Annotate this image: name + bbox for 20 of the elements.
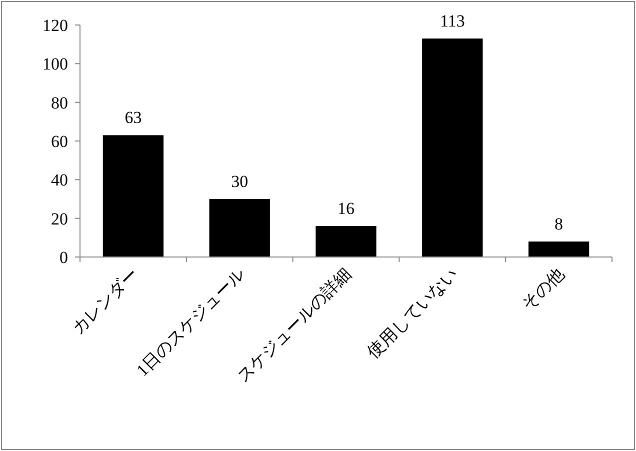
y-tick-label: 20 xyxy=(51,209,68,228)
bar xyxy=(422,38,483,257)
bar xyxy=(316,226,376,257)
y-tick-label: 80 xyxy=(51,93,68,112)
y-tick-label: 100 xyxy=(42,54,68,74)
data-label: 30 xyxy=(231,172,248,191)
y-tick-label: 120 xyxy=(42,16,68,35)
data-label: 113 xyxy=(440,12,465,31)
data-label: 63 xyxy=(124,108,142,128)
y-tick-label: 60 xyxy=(51,132,68,151)
data-label: 8 xyxy=(554,214,564,234)
bar xyxy=(209,199,270,257)
data-label: 16 xyxy=(338,199,354,218)
x-tick-label: その他 xyxy=(518,264,568,314)
y-tick-label: 0 xyxy=(60,248,68,267)
y-tick-label: 40 xyxy=(51,170,68,190)
bar xyxy=(102,135,164,257)
bar xyxy=(528,242,590,257)
x-tick-label: 使用していない xyxy=(364,264,462,362)
x-tick-label: カレンダー xyxy=(68,264,142,338)
